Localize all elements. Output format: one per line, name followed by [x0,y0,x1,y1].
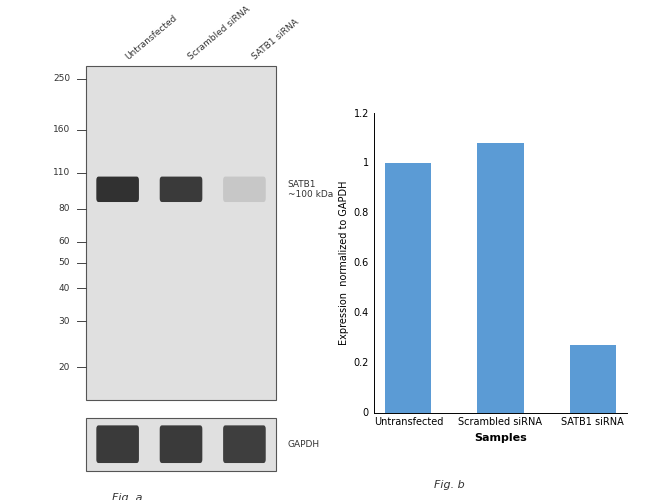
Bar [86,418,276,470]
Text: SATB1 siRNA: SATB1 siRNA [250,18,300,62]
Text: 160: 160 [53,125,70,134]
Text: 80: 80 [58,204,70,214]
Text: 30: 30 [58,316,70,326]
Bar [385,162,432,412]
FancyBboxPatch shape [160,176,202,202]
Text: 110: 110 [53,168,70,177]
X-axis label: Samples: Samples [474,433,527,443]
Text: GAPDH: GAPDH [287,440,320,448]
Text: Scrambled siRNA: Scrambled siRNA [187,4,252,62]
Text: Untransfected: Untransfected [124,13,179,62]
FancyBboxPatch shape [96,426,139,463]
Text: 20: 20 [59,363,70,372]
Bar [86,66,276,400]
FancyBboxPatch shape [160,426,202,463]
FancyBboxPatch shape [223,176,266,202]
Text: 40: 40 [59,284,70,292]
Text: SATB1
~100 kDa: SATB1 ~100 kDa [287,180,333,199]
Y-axis label: Expression  normalized to GAPDH: Expression normalized to GAPDH [339,180,349,345]
FancyBboxPatch shape [223,426,266,463]
Bar [569,345,616,412]
Text: 60: 60 [58,238,70,246]
Text: 250: 250 [53,74,70,83]
Text: 50: 50 [58,258,70,267]
Bar [478,142,523,412]
Text: Fig. b: Fig. b [434,480,465,490]
Text: Fig. a: Fig. a [112,492,142,500]
FancyBboxPatch shape [96,176,139,202]
